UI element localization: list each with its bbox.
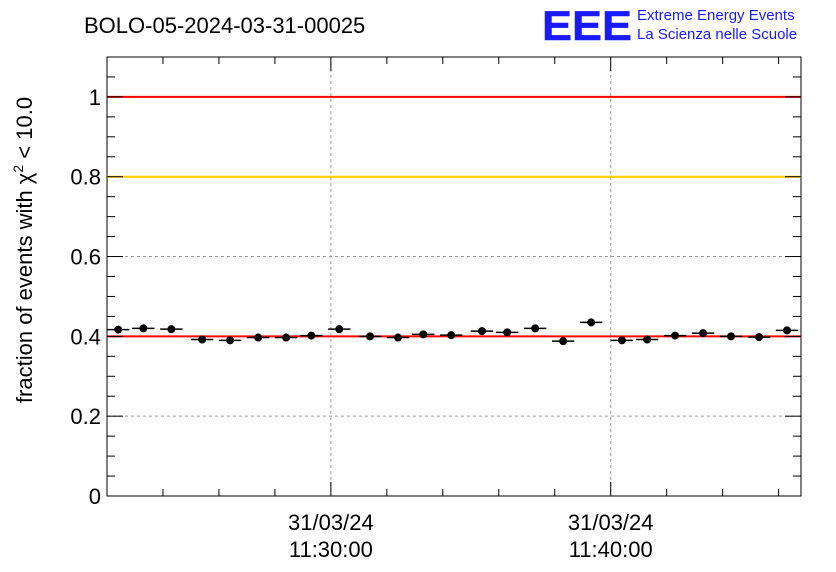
- data-point: [254, 333, 263, 342]
- y-tick-label: 0.2: [70, 404, 101, 429]
- reference-lines: [107, 95, 801, 338]
- data-point: [587, 318, 596, 327]
- y-axis-label-prefix: fraction of events with: [12, 184, 37, 403]
- y-axis-label-exponent: 2: [10, 165, 26, 173]
- data-point: [307, 331, 316, 340]
- y-axis-label-symbol: χ: [12, 172, 37, 184]
- data-point: [226, 336, 235, 345]
- grid: [107, 57, 801, 496]
- data-point: [419, 330, 428, 339]
- data-point: [783, 326, 792, 335]
- data-point: [447, 331, 456, 340]
- data-point: [282, 333, 291, 342]
- data-point: [167, 325, 176, 334]
- y-axis-label-suffix: < 10.0: [12, 97, 37, 165]
- plot-frame: [106, 56, 802, 497]
- axes: 00.20.40.60.8131/03/2411:30:0031/03/2411…: [70, 57, 801, 562]
- data-point: [139, 324, 148, 333]
- data-point: [335, 325, 344, 334]
- y-tick-label: 1: [89, 85, 101, 110]
- data-point: [503, 328, 512, 337]
- x-tick-date-label: 31/03/24: [568, 510, 654, 535]
- eee-logo: EEE Extreme Energy Events La Scienza nel…: [542, 2, 797, 50]
- data-point: [114, 325, 123, 334]
- y-tick-label: 0.6: [70, 245, 101, 270]
- data-point: [559, 337, 568, 346]
- logo-line-1: Extreme Energy Events: [637, 7, 795, 24]
- y-tick-label: 0.4: [70, 324, 101, 349]
- y-tick-label: 0: [89, 484, 101, 509]
- data-point: [755, 333, 764, 342]
- chart-title: BOLO-05-2024-03-31-00025: [84, 13, 365, 38]
- data-point: [727, 332, 736, 341]
- y-axis-label: fraction of events with χ2 < 10.0: [10, 97, 37, 403]
- data-point: [531, 324, 540, 333]
- data-point: [617, 336, 626, 345]
- data-point: [671, 331, 680, 340]
- logo-line-2: La Scienza nelle Scuole: [637, 26, 797, 43]
- logo-text: EEE: [542, 2, 632, 49]
- x-tick-date-label: 31/03/24: [288, 510, 374, 535]
- x-tick-time-label: 11:30:00: [289, 537, 373, 562]
- data-points: [107, 318, 799, 346]
- y-tick-label: 0.8: [70, 165, 101, 190]
- data-point: [477, 327, 486, 336]
- data-point: [394, 333, 403, 342]
- data-point: [699, 329, 708, 338]
- data-point: [643, 335, 652, 344]
- x-tick-time-label: 11:40:00: [569, 537, 653, 562]
- data-point: [198, 335, 207, 344]
- data-point: [366, 332, 375, 341]
